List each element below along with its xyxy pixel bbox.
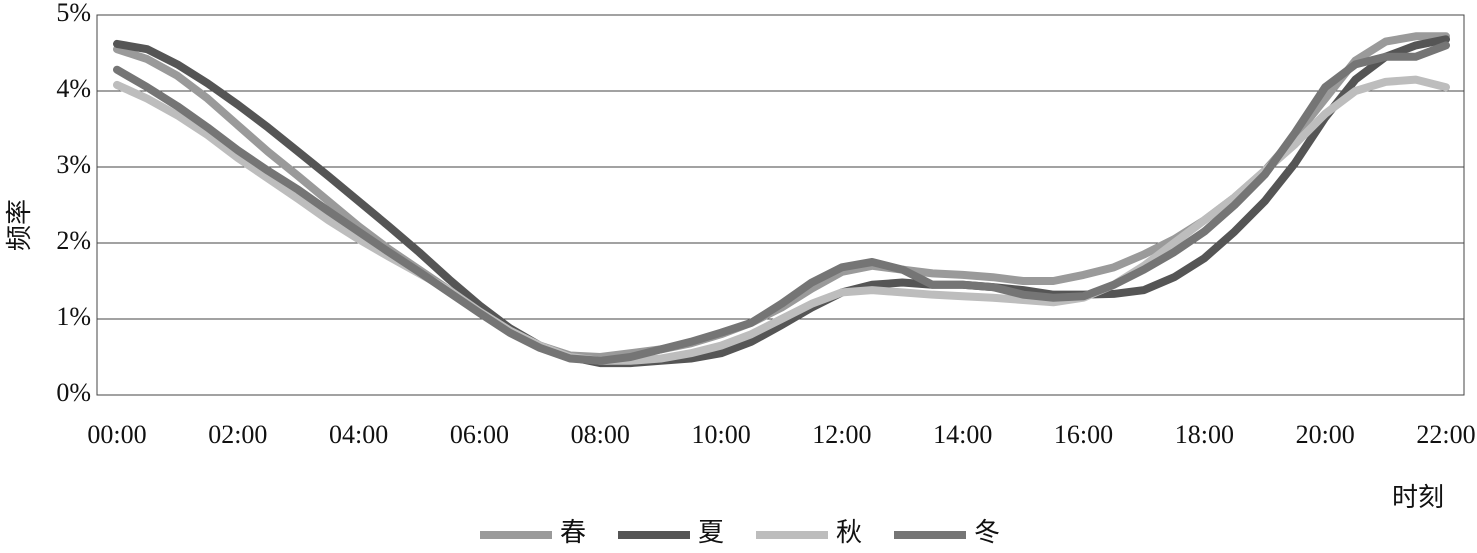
series-line	[113, 41, 1450, 365]
x-tick-label: 22:00	[1416, 420, 1475, 449]
y-tick-label: 1%	[56, 302, 91, 331]
legend-label: 春	[560, 518, 586, 547]
y-tick-label: 4%	[56, 74, 91, 103]
y-tick-label: 2%	[56, 226, 91, 255]
legend-label: 冬	[974, 518, 1000, 547]
x-tick-label: 20:00	[1296, 420, 1355, 449]
y-tick-label: 3%	[56, 150, 91, 179]
x-tick-label: 08:00	[571, 420, 630, 449]
series-line	[113, 75, 1450, 365]
legend-label: 秋	[836, 518, 862, 547]
x-tick-label: 02:00	[208, 420, 267, 449]
plot-border	[96, 14, 1465, 396]
series-line	[113, 35, 1450, 368]
x-tick-label: 06:00	[450, 420, 509, 449]
x-tick-label: 12:00	[812, 420, 871, 449]
x-tick-label: 14:00	[933, 420, 992, 449]
x-tick-label: 10:00	[691, 420, 750, 449]
legend-label: 夏	[698, 518, 724, 547]
y-axis-label: 频率	[5, 199, 34, 251]
x-tick-label: 18:00	[1175, 420, 1234, 449]
x-tick-label: 04:00	[329, 420, 388, 449]
x-axis-label: 时刻	[1392, 483, 1444, 512]
y-tick-label: 5%	[56, 0, 91, 27]
x-tick-label: 00:00	[87, 420, 146, 449]
x-tick-label: 16:00	[1054, 420, 1113, 449]
y-tick-label: 0%	[56, 378, 91, 407]
